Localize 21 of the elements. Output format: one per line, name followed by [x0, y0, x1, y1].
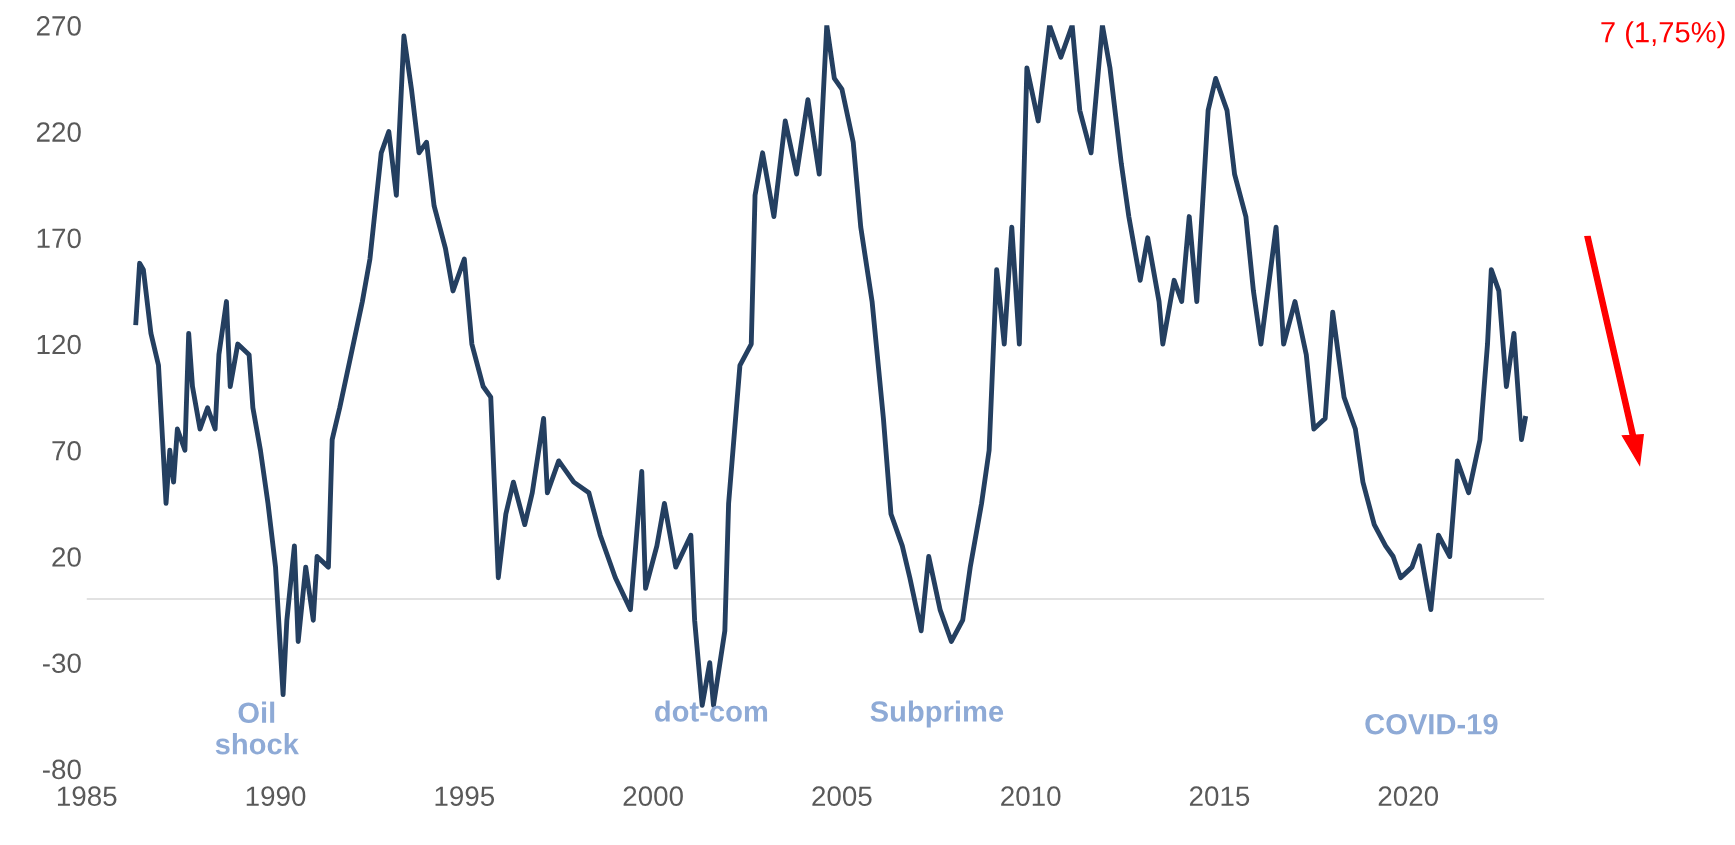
text: 7 (1,75%): [1601, 21, 1725, 49]
x-tick-label: 1990: [246, 786, 306, 807]
y-tick-label: 220: [36, 122, 81, 142]
y-tick-label: 120: [37, 334, 81, 355]
y-tick-label: 170: [37, 228, 81, 249]
x-tick-label: 2000: [623, 786, 683, 807]
y-tick-label: 70: [52, 440, 81, 461]
annotation: Subprime: [870, 700, 1004, 728]
x-tick-label: 2010: [1001, 786, 1061, 807]
annotation: COVID-19: [1365, 713, 1498, 735]
x-tick-label: 1995: [435, 786, 495, 807]
x-tick-label: 1985: [57, 786, 117, 807]
annotation: dot-com: [655, 700, 768, 722]
x-tick-label: 2005: [812, 786, 872, 807]
y-tick-label: 270: [36, 16, 81, 36]
x-tick-label: 2015: [1189, 786, 1250, 807]
y-tick-label: 20: [52, 547, 81, 567]
x-tick-label: 2020: [1378, 786, 1439, 807]
y-tick-label: -30: [42, 653, 81, 674]
y-tick-label: -80: [42, 759, 81, 780]
annotation: Oil shock: [215, 701, 299, 755]
